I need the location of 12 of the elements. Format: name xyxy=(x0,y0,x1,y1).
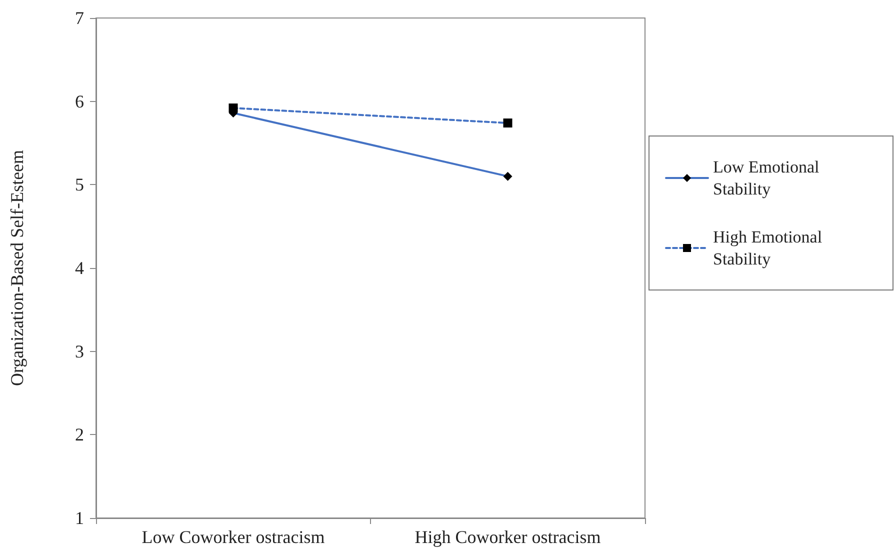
y-tick-label: 3 xyxy=(75,341,84,362)
legend-label: Low Emotional Stability xyxy=(713,158,824,198)
y-tick-label: 2 xyxy=(75,424,84,445)
y-tick-label: 7 xyxy=(75,8,84,28)
y-tick-label: 4 xyxy=(75,258,84,278)
x-tick-label: High Coworker ostracism xyxy=(414,527,601,547)
y-tick-label: 6 xyxy=(75,91,84,112)
legend-label: High Emotional Stability xyxy=(713,228,826,268)
y-axis-title: Organization-Based Self-Esteem xyxy=(7,150,27,386)
x-tick-label: Low Coworker ostracism xyxy=(142,527,325,547)
y-tick-label: 5 xyxy=(75,174,84,195)
y-tick-label: 1 xyxy=(75,508,84,528)
